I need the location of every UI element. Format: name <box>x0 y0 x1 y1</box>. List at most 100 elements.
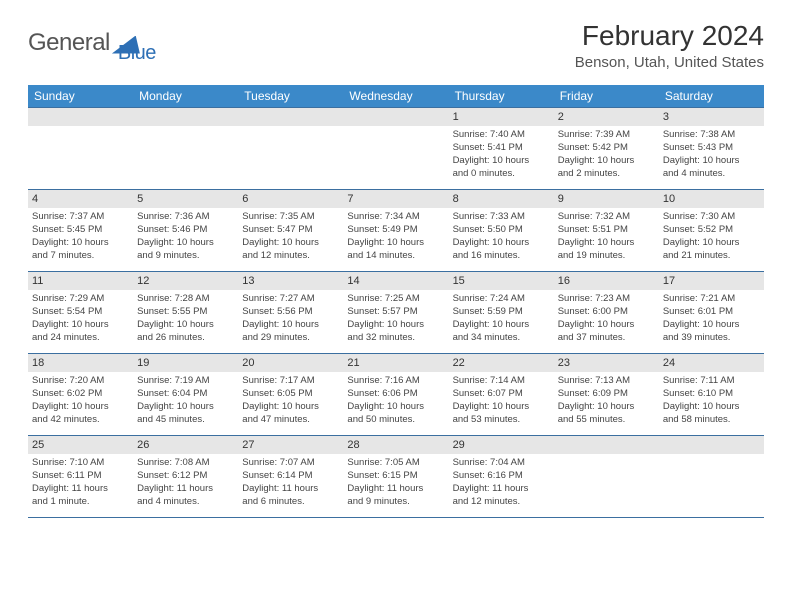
calendar-table: Sunday Monday Tuesday Wednesday Thursday… <box>28 85 764 518</box>
day-details: Sunrise: 7:27 AMSunset: 5:56 PMDaylight:… <box>242 293 339 344</box>
day-detail-line: and 58 minutes. <box>663 414 760 427</box>
calendar-day-cell: 13 Sunrise: 7:27 AMSunset: 5:56 PMDayligh… <box>238 272 343 354</box>
day-detail-line: Daylight: 10 hours <box>663 401 760 414</box>
calendar-day-cell: 9Sunrise: 7:32 AMSunset: 5:51 PMDaylight… <box>554 190 659 272</box>
day-detail-line: Sunrise: 7:38 AM <box>663 129 760 142</box>
day-detail-line: Daylight: 10 hours <box>347 237 444 250</box>
day-number: 7 <box>343 190 448 208</box>
day-details: Sunrise: 7:37 AMSunset: 5:45 PMDaylight:… <box>32 211 129 262</box>
day-detail-line: and 7 minutes. <box>32 250 129 263</box>
day-detail-line: Daylight: 10 hours <box>242 401 339 414</box>
logo: General Blue <box>28 20 156 65</box>
day-number: 11 <box>28 272 133 290</box>
calendar-day-cell: 27Sunrise: 7:07 AMSunset: 6:14 PMDayligh… <box>238 436 343 518</box>
day-number: 15 <box>449 272 554 290</box>
day-detail-line: Sunset: 5:51 PM <box>558 224 655 237</box>
calendar-day-cell: 23Sunrise: 7:13 AMSunset: 6:09 PMDayligh… <box>554 354 659 436</box>
day-details: Sunrise: 7:05 AMSunset: 6:15 PMDaylight:… <box>347 457 444 508</box>
day-details: Sunrise: 7:14 AMSunset: 6:07 PMDaylight:… <box>453 375 550 426</box>
day-detail-line: Sunset: 6:00 PM <box>558 306 655 319</box>
weekday-header: Wednesday <box>343 85 448 108</box>
calendar-day-cell <box>238 108 343 190</box>
day-detail-line: Sunrise: 7:07 AM <box>242 457 339 470</box>
day-detail-line: Sunrise: 7:08 AM <box>137 457 234 470</box>
day-details: Sunrise: 7:17 AMSunset: 6:05 PMDaylight:… <box>242 375 339 426</box>
day-detail-line: Sunset: 6:02 PM <box>32 388 129 401</box>
calendar-day-cell: 20 Sunrise: 7:17 AMSunset: 6:05 PMDayligh… <box>238 354 343 436</box>
day-detail-line: Daylight: 10 hours <box>32 401 129 414</box>
day-number: 2 <box>554 108 659 126</box>
day-detail-line: and 47 minutes. <box>242 414 339 427</box>
day-detail-line: Sunrise: 7:17 AM <box>242 375 339 388</box>
day-number <box>659 436 764 454</box>
day-detail-line: and 14 minutes. <box>347 250 444 263</box>
calendar-day-cell: 3Sunrise: 7:38 AMSunset: 5:43 PMDaylight… <box>659 108 764 190</box>
calendar-day-cell: 28 Sunrise: 7:05 AMSunset: 6:15 PMDayligh… <box>343 436 448 518</box>
calendar-day-cell: 4Sunrise: 7:37 AMSunset: 5:45 PMDaylight… <box>28 190 133 272</box>
day-detail-line: Sunset: 5:41 PM <box>453 142 550 155</box>
day-number <box>133 108 238 126</box>
day-detail-line: Daylight: 11 hours <box>347 483 444 496</box>
day-details: Sunrise: 7:24 AMSunset: 5:59 PMDaylight:… <box>453 293 550 344</box>
day-detail-line: Sunrise: 7:23 AM <box>558 293 655 306</box>
day-detail-line: Daylight: 10 hours <box>32 319 129 332</box>
day-number: 20 <box>238 354 343 372</box>
day-details: Sunrise: 7:13 AMSunset: 6:09 PMDaylight:… <box>558 375 655 426</box>
day-detail-line: Sunset: 6:14 PM <box>242 470 339 483</box>
calendar-day-cell: 17Sunrise: 7:21 AMSunset: 6:01 PMDayligh… <box>659 272 764 354</box>
calendar-day-cell <box>133 108 238 190</box>
day-details: Sunrise: 7:28 AMSunset: 5:55 PMDaylight:… <box>137 293 234 344</box>
day-detail-line: and 53 minutes. <box>453 414 550 427</box>
weekday-header: Tuesday <box>238 85 343 108</box>
calendar-day-cell: 5Sunrise: 7:36 AMSunset: 5:46 PMDaylight… <box>133 190 238 272</box>
day-detail-line: Daylight: 10 hours <box>137 237 234 250</box>
month-title: February 2024 <box>575 20 764 52</box>
day-details: Sunrise: 7:19 AMSunset: 6:04 PMDaylight:… <box>137 375 234 426</box>
day-detail-line: Sunrise: 7:04 AM <box>453 457 550 470</box>
day-detail-line: and 50 minutes. <box>347 414 444 427</box>
calendar-day-cell: 15 Sunrise: 7:24 AMSunset: 5:59 PMDayligh… <box>449 272 554 354</box>
day-detail-line: Daylight: 10 hours <box>558 237 655 250</box>
day-detail-line: Sunset: 6:16 PM <box>453 470 550 483</box>
calendar-body: 1Sunrise: 7:40 AMSunset: 5:41 PMDaylight… <box>28 108 764 518</box>
day-detail-line: Sunrise: 7:21 AM <box>663 293 760 306</box>
calendar-day-cell: 1Sunrise: 7:40 AMSunset: 5:41 PMDaylight… <box>449 108 554 190</box>
day-detail-line: and 0 minutes. <box>453 168 550 181</box>
day-number: 13 <box>238 272 343 290</box>
day-detail-line: Sunrise: 7:29 AM <box>32 293 129 306</box>
day-detail-line: Sunrise: 7:19 AM <box>137 375 234 388</box>
day-detail-line: Daylight: 10 hours <box>453 401 550 414</box>
day-details: Sunrise: 7:35 AMSunset: 5:47 PMDaylight:… <box>242 211 339 262</box>
calendar-day-cell: 7Sunrise: 7:34 AMSunset: 5:49 PMDaylight… <box>343 190 448 272</box>
location: Benson, Utah, United States <box>575 54 764 71</box>
day-number <box>343 108 448 126</box>
day-detail-line: Daylight: 10 hours <box>453 155 550 168</box>
day-detail-line: Sunrise: 7:32 AM <box>558 211 655 224</box>
day-details: Sunrise: 7:23 AMSunset: 6:00 PMDaylight:… <box>558 293 655 344</box>
day-detail-line: and 29 minutes. <box>242 332 339 345</box>
weekday-header: Monday <box>133 85 238 108</box>
day-detail-line: Daylight: 11 hours <box>137 483 234 496</box>
day-number: 19 <box>133 354 238 372</box>
day-number: 24 <box>659 354 764 372</box>
calendar-day-cell: 22 Sunrise: 7:14 AMSunset: 6:07 PMDayligh… <box>449 354 554 436</box>
day-detail-line: Sunrise: 7:40 AM <box>453 129 550 142</box>
day-details: Sunrise: 7:30 AMSunset: 5:52 PMDaylight:… <box>663 211 760 262</box>
day-detail-line: Sunrise: 7:14 AM <box>453 375 550 388</box>
day-detail-line: and 19 minutes. <box>558 250 655 263</box>
calendar-day-cell: 24Sunrise: 7:11 AMSunset: 6:10 PMDayligh… <box>659 354 764 436</box>
day-detail-line: Sunset: 6:11 PM <box>32 470 129 483</box>
day-detail-line: and 45 minutes. <box>137 414 234 427</box>
day-detail-line: Sunset: 6:06 PM <box>347 388 444 401</box>
weekday-header: Thursday <box>449 85 554 108</box>
day-number: 22 <box>449 354 554 372</box>
day-detail-line: Sunrise: 7:27 AM <box>242 293 339 306</box>
day-detail-line: Sunset: 6:04 PM <box>137 388 234 401</box>
day-detail-line: Daylight: 10 hours <box>663 155 760 168</box>
day-detail-line: Daylight: 10 hours <box>347 401 444 414</box>
day-number: 29 <box>449 436 554 454</box>
day-detail-line: Daylight: 11 hours <box>242 483 339 496</box>
day-number: 28 <box>343 436 448 454</box>
calendar-day-cell: 29Sunrise: 7:04 AMSunset: 6:16 PMDayligh… <box>449 436 554 518</box>
day-detail-line: Sunset: 6:07 PM <box>453 388 550 401</box>
